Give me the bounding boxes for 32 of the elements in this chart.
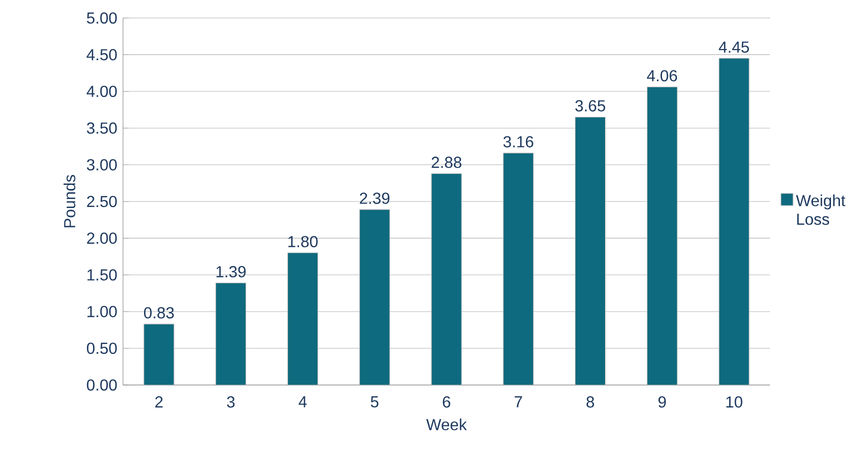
y-tick-label: 1.50 (87, 269, 117, 281)
x-tick-label: 4 (298, 396, 307, 408)
data-label: 2.39 (360, 192, 390, 204)
x-tick-label: 2 (155, 396, 163, 408)
x-tick-label: 8 (586, 396, 594, 408)
x-tick-label: 10 (726, 396, 742, 408)
x-tick-label: 7 (514, 396, 522, 408)
data-label: 1.39 (216, 266, 246, 278)
x-tick-label: 5 (370, 396, 378, 408)
data-label: 2.88 (432, 156, 462, 168)
y-tick-label: 0.50 (86, 342, 117, 354)
data-label: 1.80 (288, 236, 318, 248)
x-tick-label: 6 (442, 396, 450, 408)
y-tick-label: 4.00 (86, 86, 117, 98)
legend-label: Weight Loss (796, 194, 846, 225)
data-label: 3.65 (575, 100, 606, 112)
y-tick-label: 2.50 (87, 196, 117, 208)
y-tick-label: 5.00 (86, 12, 117, 24)
x-tick-label: 3 (227, 396, 235, 408)
y-tick-label: 0.00 (86, 379, 117, 391)
x-axis-title: Week (426, 418, 467, 430)
data-label: 0.83 (144, 307, 174, 318)
y-tick-label: 3.00 (86, 159, 117, 170)
data-label: 4.45 (718, 42, 749, 53)
x-tick-label: 9 (658, 396, 666, 408)
data-label: 3.16 (503, 136, 534, 148)
y-axis-title: Pounds (64, 174, 76, 228)
y-tick-label: 4.50 (86, 49, 117, 60)
y-tick-label: 1.00 (87, 306, 117, 318)
y-tick-label: 2.00 (87, 232, 117, 244)
y-tick-label: 3.50 (86, 122, 117, 134)
data-label: 4.06 (646, 70, 678, 82)
